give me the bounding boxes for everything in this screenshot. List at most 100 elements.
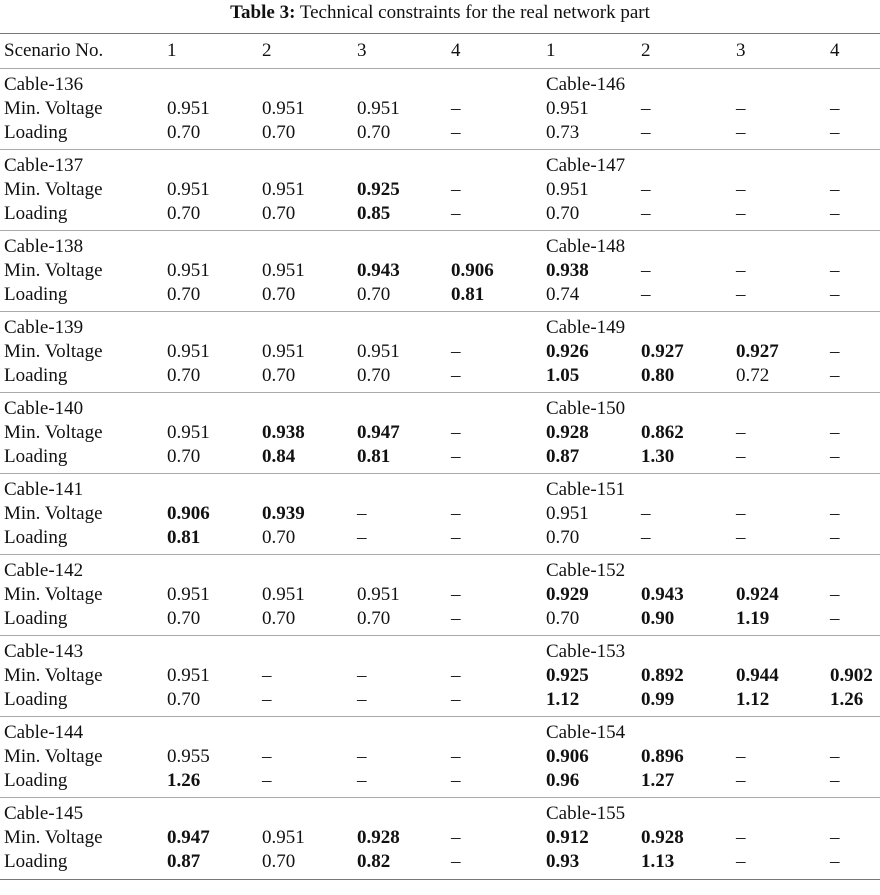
- loading-value: –: [830, 608, 840, 629]
- loading-row: Loading 0.70 0.70 0.70 – 0.70 0.90 1.19 –: [0, 607, 880, 631]
- loading-value: 0.70: [167, 203, 201, 224]
- loading-value: 1.26: [167, 770, 201, 791]
- loading-value: –: [262, 689, 272, 710]
- cable-name-left: Cable-144: [4, 722, 84, 743]
- cable-name-row: Cable-140 Cable-150: [0, 397, 880, 421]
- min-voltage-value: –: [736, 746, 746, 767]
- loading-value: –: [736, 770, 746, 791]
- min-voltage-value: 0.951: [546, 179, 589, 200]
- header-scenario-label: Scenario No.: [4, 40, 104, 61]
- header-scenario-5: 1: [546, 40, 556, 61]
- min-voltage-value: –: [641, 503, 651, 524]
- loading-value: –: [451, 527, 461, 548]
- header-scenario-3: 3: [357, 40, 367, 61]
- loading-value: –: [736, 851, 746, 872]
- loading-value: 0.81: [451, 284, 485, 305]
- header-scenario-7: 3: [736, 40, 746, 61]
- min-voltage-value: –: [736, 827, 746, 848]
- loading-row: Loading 1.26 – – – 0.96 1.27 – –: [0, 769, 880, 793]
- loading-value: 0.70: [262, 527, 296, 548]
- loading-value: –: [451, 608, 461, 629]
- loading-value: –: [451, 122, 461, 143]
- loading-value: –: [736, 122, 746, 143]
- loading-value: 0.82: [357, 851, 391, 872]
- min-voltage-label: Min. Voltage: [4, 179, 103, 200]
- cable-group: Cable-143 Cable-153 Min. Voltage 0.951 – – – 0.…: [0, 636, 880, 717]
- loading-value: 0.70: [546, 203, 580, 224]
- loading-value: 0.87: [546, 446, 580, 467]
- loading-value: –: [736, 446, 746, 467]
- loading-label: Loading: [4, 608, 68, 629]
- header-scenario-8: 4: [830, 40, 840, 61]
- loading-value: –: [451, 851, 461, 872]
- min-voltage-value: 0.925: [357, 179, 400, 200]
- table-body: Cable-136 Cable-146 Min. Voltage 0.951 0.951…: [0, 69, 880, 879]
- cable-name-left: Cable-142: [4, 560, 84, 581]
- min-voltage-value: 0.947: [167, 827, 210, 848]
- min-voltage-value: –: [262, 746, 272, 767]
- min-voltage-row: Min. Voltage 0.951 0.951 0.925 – 0.951 – – –: [0, 178, 880, 202]
- min-voltage-label: Min. Voltage: [4, 584, 103, 605]
- loading-value: 0.70: [167, 608, 201, 629]
- min-voltage-value: –: [451, 503, 461, 524]
- min-voltage-value: 0.951: [357, 341, 400, 362]
- min-voltage-value: 0.928: [357, 827, 400, 848]
- cable-name-right: Cable-154: [546, 722, 626, 743]
- loading-value: 0.70: [167, 689, 201, 710]
- min-voltage-value: 0.951: [262, 260, 305, 281]
- loading-value: 0.70: [167, 122, 201, 143]
- min-voltage-row: Min. Voltage 0.951 0.938 0.947 – 0.928 0.862 – –: [0, 421, 880, 445]
- loading-label: Loading: [4, 365, 68, 386]
- loading-value: 0.85: [357, 203, 391, 224]
- loading-value: –: [830, 284, 840, 305]
- cable-name-right: Cable-151: [546, 479, 626, 500]
- min-voltage-value: –: [357, 503, 367, 524]
- cable-name-right: Cable-149: [546, 317, 626, 338]
- min-voltage-value: 0.951: [357, 98, 400, 119]
- loading-value: –: [736, 203, 746, 224]
- loading-value: –: [451, 446, 461, 467]
- loading-value: 1.12: [546, 689, 580, 710]
- loading-value: –: [830, 770, 840, 791]
- loading-value: –: [830, 203, 840, 224]
- loading-label: Loading: [4, 527, 68, 548]
- loading-row: Loading 0.87 0.70 0.82 – 0.93 1.13 – –: [0, 850, 880, 874]
- loading-value: 0.99: [641, 689, 675, 710]
- header-scenario-1: 1: [167, 40, 177, 61]
- min-voltage-value: –: [451, 746, 461, 767]
- cable-name-row: Cable-138 Cable-148: [0, 235, 880, 259]
- loading-value: 0.70: [546, 527, 580, 548]
- cable-name-left: Cable-140: [4, 398, 84, 419]
- loading-value: 0.90: [641, 608, 675, 629]
- cable-name-row: Cable-136 Cable-146: [0, 73, 880, 97]
- loading-value: 0.70: [262, 851, 296, 872]
- cable-name-right: Cable-147: [546, 155, 626, 176]
- loading-value: 0.81: [167, 527, 201, 548]
- loading-value: –: [830, 365, 840, 386]
- loading-value: 0.70: [167, 365, 201, 386]
- min-voltage-value: 0.944: [736, 665, 779, 686]
- loading-value: 1.12: [736, 689, 770, 710]
- header-scenario-6: 2: [641, 40, 651, 61]
- cable-name-row: Cable-141 Cable-151: [0, 478, 880, 502]
- loading-value: –: [641, 203, 651, 224]
- loading-value: –: [357, 770, 367, 791]
- cable-name-left: Cable-136: [4, 74, 84, 95]
- cable-name-right: Cable-152: [546, 560, 626, 581]
- cable-group: Cable-140 Cable-150 Min. Voltage 0.951 0.938…: [0, 393, 880, 474]
- min-voltage-value: 0.938: [546, 260, 589, 281]
- min-voltage-value: 0.951: [167, 422, 210, 443]
- cable-name-row: Cable-145 Cable-155: [0, 802, 880, 826]
- min-voltage-value: –: [641, 98, 651, 119]
- min-voltage-value: 0.928: [641, 827, 684, 848]
- cable-name-right: Cable-155: [546, 803, 626, 824]
- caption-label: Table 3:: [230, 2, 296, 23]
- loading-value: 0.70: [262, 284, 296, 305]
- min-voltage-value: –: [451, 827, 461, 848]
- min-voltage-value: –: [830, 503, 840, 524]
- min-voltage-value: –: [451, 98, 461, 119]
- loading-value: –: [451, 689, 461, 710]
- loading-label: Loading: [4, 851, 68, 872]
- cable-name-right: Cable-153: [546, 641, 626, 662]
- min-voltage-value: 0.927: [736, 341, 779, 362]
